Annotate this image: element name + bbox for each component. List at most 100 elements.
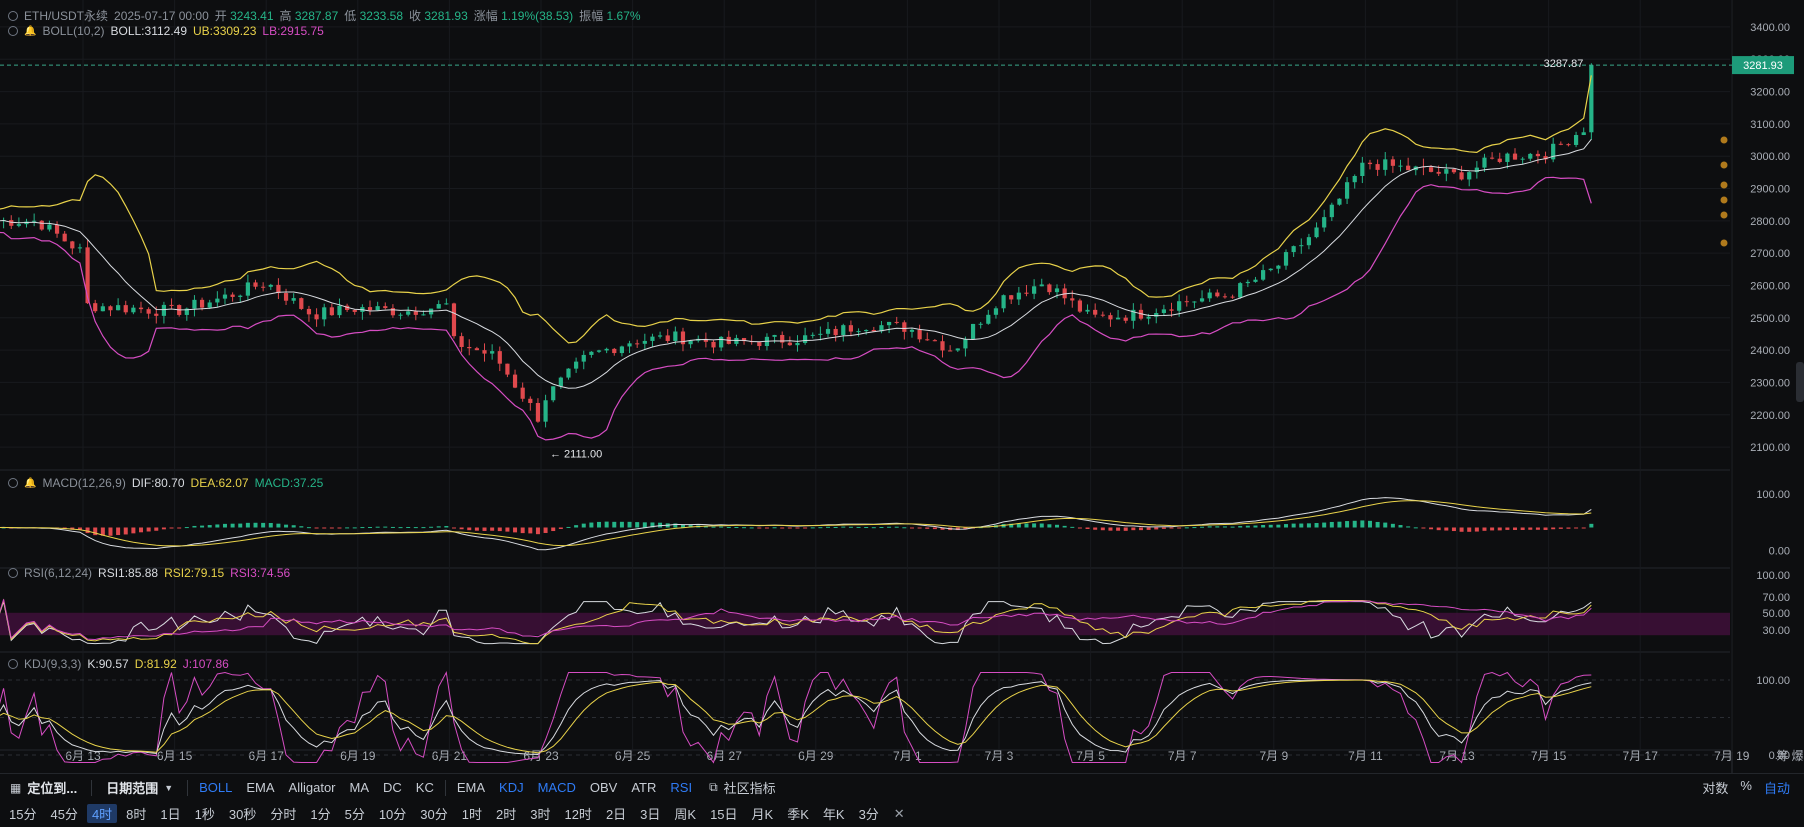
timeframe-item[interactable]: 3日	[640, 807, 661, 822]
timeframe-item[interactable]: 1分	[310, 807, 331, 822]
timeframe-item[interactable]: 季K	[787, 807, 809, 822]
macd-histogram-bar	[222, 523, 227, 528]
timeframe-item[interactable]: 45分	[50, 807, 78, 822]
collapse-icon[interactable]	[8, 568, 18, 578]
chart-canvas[interactable]: 6月 13 6月 15 6月 17 6月 19 6月 21 6月 23 6月 25 6月 27…	[0, 0, 1804, 773]
sub-indicator-atr[interactable]: ATR	[631, 780, 657, 795]
timeframe-item[interactable]: 3时	[530, 807, 551, 822]
macd-histogram-bar	[1367, 520, 1372, 528]
indicator-dc[interactable]: DC	[383, 780, 402, 795]
timeframe-item[interactable]: 周K	[674, 807, 697, 822]
community-indicator-button[interactable]: ⧉ 社区指标	[699, 778, 786, 797]
macd-histogram-bar	[497, 527, 502, 532]
sub-indicator-ema[interactable]: EMA	[456, 780, 486, 795]
sub-indicator-macd[interactable]: MACD	[537, 780, 576, 795]
divider	[91, 779, 93, 796]
timeframe-item[interactable]: 1秒	[194, 807, 215, 822]
timeframe-item[interactable]: 2时	[496, 807, 517, 822]
candle-body	[192, 299, 197, 309]
candle-body	[329, 307, 334, 316]
macd-histogram-bar	[619, 521, 624, 528]
candle-body	[1115, 317, 1121, 320]
candle-body	[1367, 162, 1373, 165]
timeframe-item[interactable]: 1日	[160, 807, 181, 822]
macd-histogram-bar	[1497, 527, 1502, 531]
close-icon[interactable]: ✕	[893, 805, 905, 821]
timeframe-item[interactable]: 15日	[710, 807, 738, 822]
macd-histogram-bar	[1062, 525, 1067, 528]
timeframe-item[interactable]: 分时	[270, 807, 297, 822]
collapse-icon[interactable]	[8, 26, 18, 36]
candle-body	[1543, 156, 1548, 160]
timeframe-item[interactable]: 月K	[751, 807, 774, 822]
date-range-button[interactable]: 日期范围 ▼	[96, 778, 183, 797]
macd-histogram-bar	[1337, 521, 1342, 528]
sub-indicator-rsi[interactable]: RSI	[670, 780, 693, 795]
scale-option[interactable]: 自动	[1763, 781, 1790, 796]
candle-body	[1512, 153, 1518, 160]
timeframe-item[interactable]: 30分	[420, 807, 448, 822]
timeframe-item[interactable]: 年K	[822, 807, 845, 822]
collapse-icon[interactable]	[8, 659, 18, 669]
macd-histogram-bar	[1551, 527, 1556, 530]
x-tick-label: 6月 25	[615, 749, 651, 763]
timeframe-item[interactable]: 1时	[461, 807, 482, 822]
candle-body	[230, 294, 235, 297]
collapse-icon[interactable]	[8, 478, 18, 488]
candle-body	[1070, 298, 1075, 301]
candle-body	[680, 331, 686, 345]
candle-body	[1009, 295, 1014, 300]
scale-option[interactable]: 对数	[1702, 781, 1729, 796]
macd-dif: DIF:80.70	[131, 476, 185, 490]
timeframe-item[interactable]: 2日	[605, 807, 627, 822]
candle-body	[673, 331, 678, 341]
indicator-alligator[interactable]: Alligator	[288, 780, 336, 795]
macd-histogram-bar	[1352, 520, 1357, 528]
locate-button[interactable]: ▦ 定位到...	[0, 778, 87, 797]
indicator-kc[interactable]: KC	[415, 780, 434, 795]
timeframe-item[interactable]: 30秒	[228, 807, 257, 822]
timeframe-item[interactable]: 12时	[564, 807, 592, 822]
chevron-down-icon: ▼	[164, 782, 174, 793]
macd-histogram-bar	[1383, 522, 1388, 528]
bell-icon[interactable]: 🔔	[24, 25, 37, 37]
timeframe-item[interactable]: 3分	[858, 807, 879, 822]
macd-histogram-bar	[1024, 523, 1029, 528]
macd-legend: 🔔 MACD(12,26,9) DIF:80.70 DEA:62.07 MACD…	[8, 476, 323, 490]
candle-body	[1406, 165, 1411, 171]
macd-histogram-bar	[192, 525, 197, 528]
sub-indicator-obv[interactable]: OBV	[589, 780, 618, 795]
sub-indicator-kdj[interactable]: KDJ	[499, 780, 524, 795]
timeframe-item[interactable]: 8时	[126, 807, 147, 822]
timeframe-item[interactable]: 5分	[344, 807, 365, 822]
macd-histogram-bar	[848, 526, 853, 528]
macd-histogram-bar	[1589, 523, 1594, 528]
candle-body	[9, 220, 14, 226]
candle-body	[1589, 65, 1594, 133]
indicator-boll[interactable]: BOLL	[199, 780, 233, 795]
scale-option[interactable]: %	[1740, 778, 1752, 793]
candle-body	[970, 323, 976, 339]
timeframe-item[interactable]: 10分	[378, 807, 407, 822]
bell-icon[interactable]: 🔔	[24, 477, 37, 489]
macd-histogram-bar	[1032, 523, 1037, 528]
candle-body	[169, 304, 174, 306]
macd-histogram-bar	[116, 527, 121, 536]
candle-body	[154, 313, 159, 316]
collapse-icon[interactable]	[8, 10, 18, 21]
macd-histogram-bar	[1474, 527, 1479, 532]
candle-body	[1230, 296, 1235, 298]
rsi-name: RSI(6,12,24)	[24, 566, 93, 580]
macd-histogram-bar	[1077, 527, 1082, 529]
macd-histogram-bar	[276, 523, 281, 528]
macd-histogram-bar	[390, 526, 395, 528]
macd-histogram-bar	[345, 527, 350, 529]
candle-body	[879, 325, 884, 332]
candle-body	[543, 400, 548, 422]
macd-histogram-bar	[253, 522, 258, 528]
timeframe-item[interactable]: 4时	[86, 804, 118, 823]
candle-body	[436, 304, 441, 309]
indicator-ma[interactable]: MA	[349, 780, 370, 795]
timeframe-item[interactable]: 15分	[9, 807, 37, 822]
indicator-ema[interactable]: EMA	[246, 780, 275, 795]
